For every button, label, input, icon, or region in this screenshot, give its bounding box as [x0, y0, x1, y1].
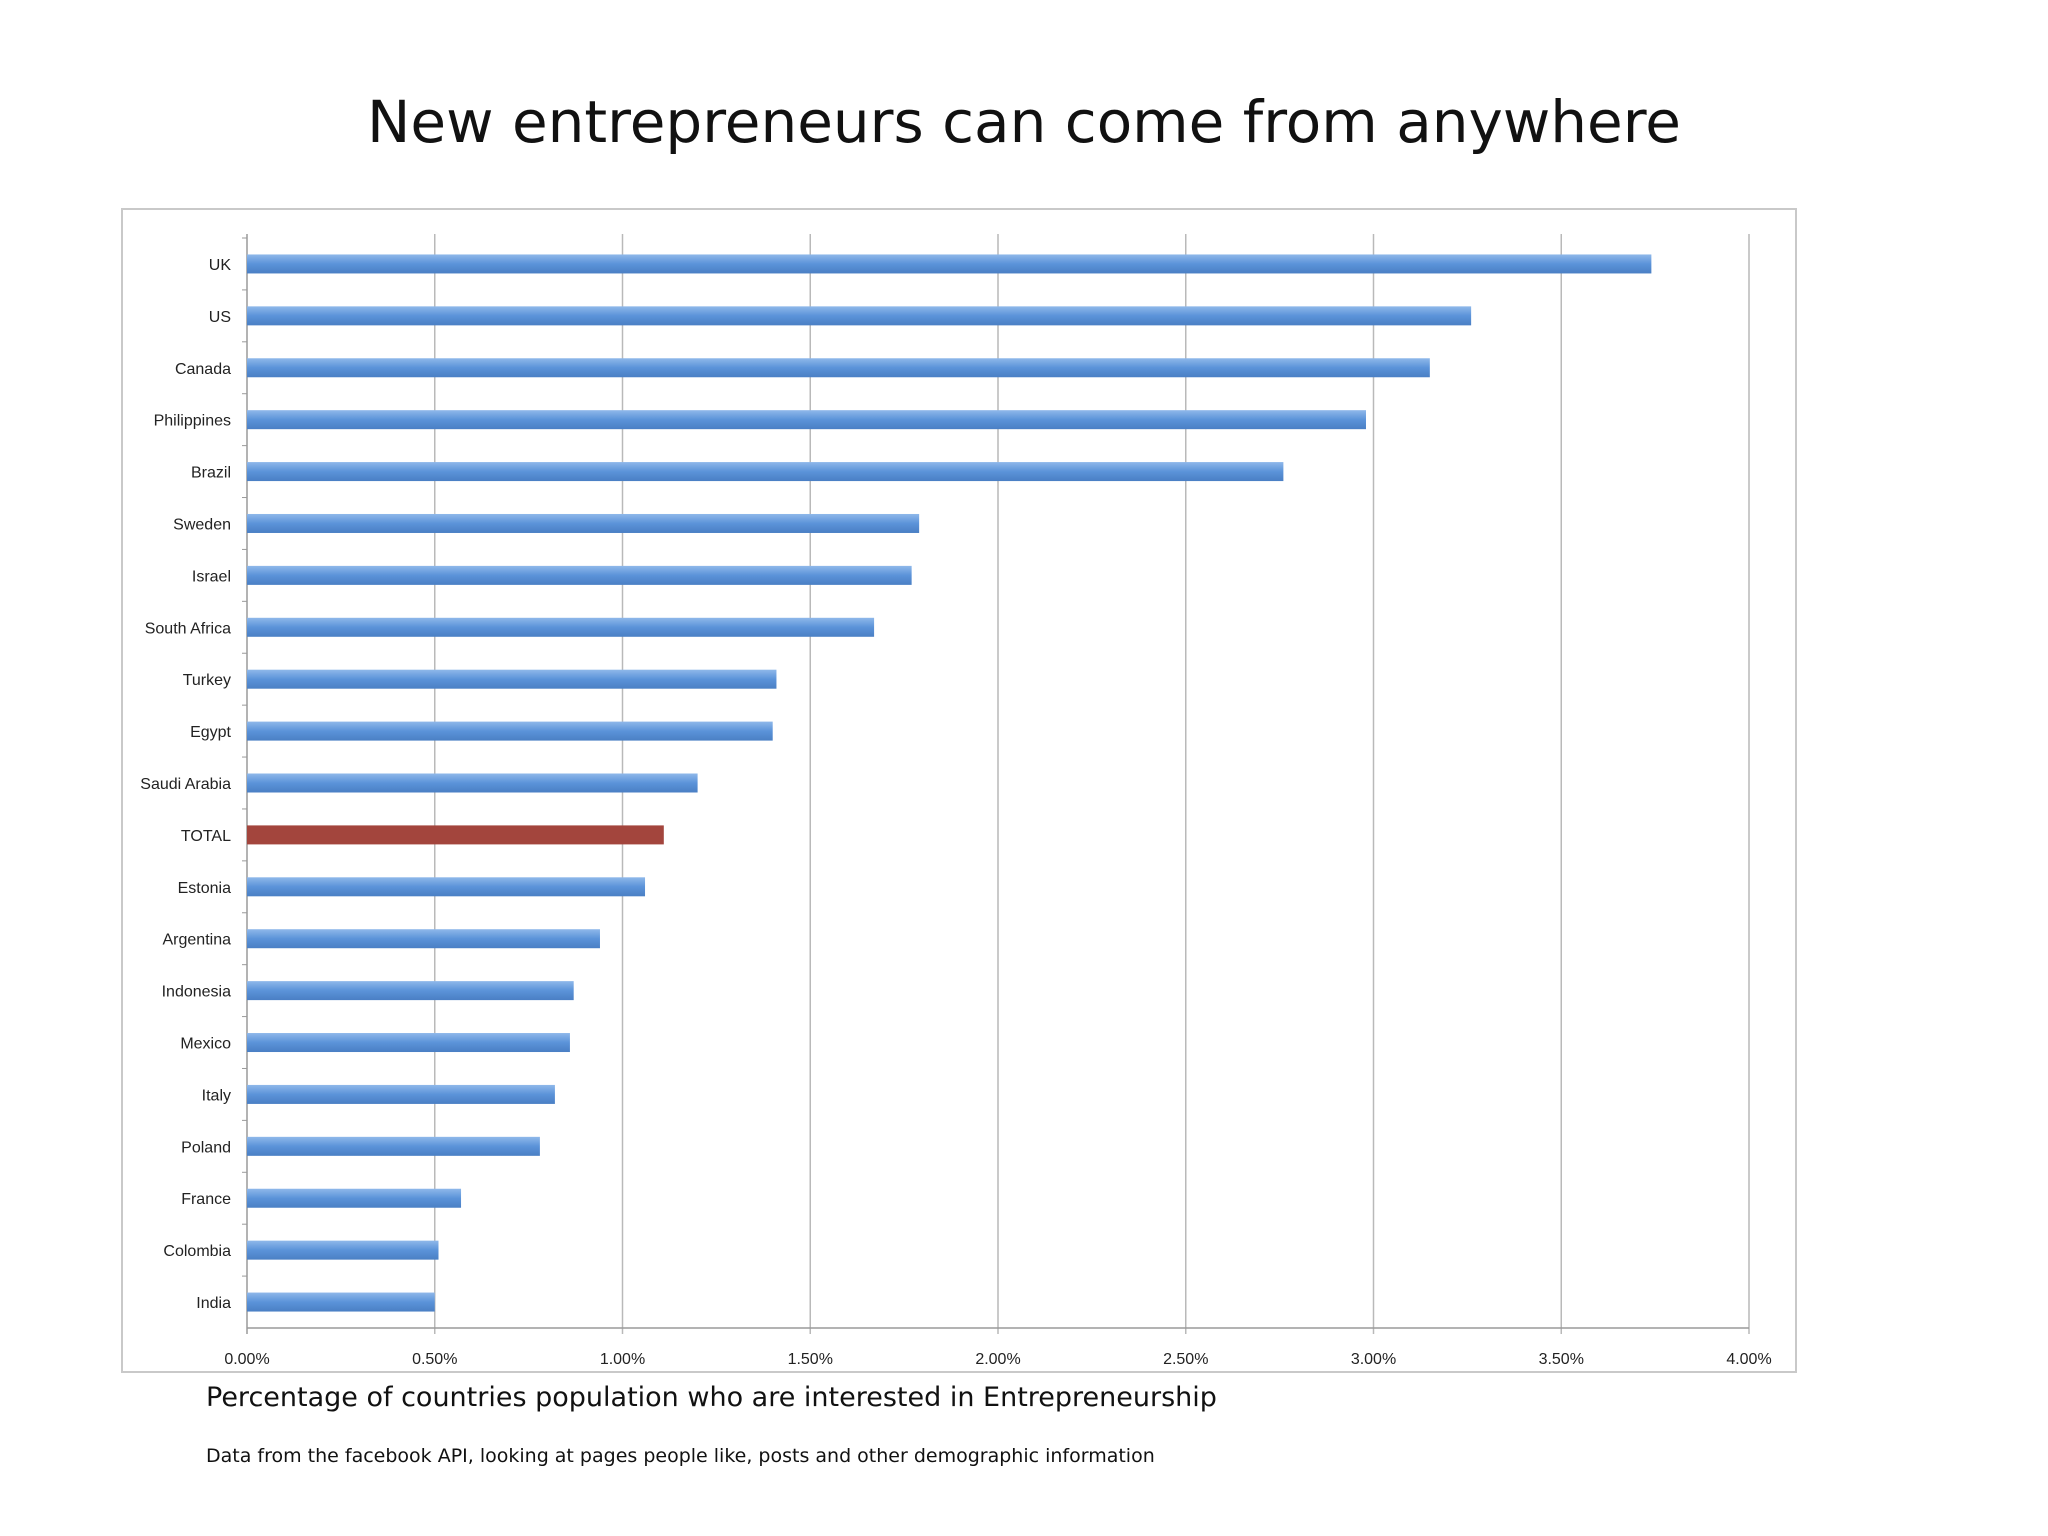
bar-indonesia: [247, 981, 574, 1001]
category-label-sweden: Sweden: [173, 516, 231, 533]
bar-us: [247, 306, 1472, 326]
bar-israel: [247, 565, 912, 585]
bar-brazil: [247, 462, 1284, 482]
x-axis-ticks: 0.00% 0.50% 1.00% 1.50% 2.00% 2.50% 3.00% 3.50%…: [224, 1351, 1771, 1368]
category-label-canada: Canada: [175, 361, 231, 378]
category-label-indonesia: Indonesia: [162, 984, 231, 1001]
x-tick-label: 1.50%: [788, 1351, 833, 1368]
bar-canada: [247, 358, 1430, 378]
category-label-brazil: Brazil: [191, 465, 231, 482]
x-tick-label: 2.00%: [975, 1351, 1020, 1368]
chart-frame: UK US Canada Philippines Brazil Sweden Israel S…: [121, 208, 1797, 1373]
bar-chart: UK US Canada Philippines Brazil Sweden Israel S…: [140, 234, 1772, 1368]
bar-saudi-arabia: [247, 773, 698, 793]
category-label-south-africa: South Africa: [145, 620, 231, 637]
x-tick-label: 3.50%: [1539, 1351, 1584, 1368]
bar-estonia: [247, 877, 646, 897]
category-label-turkey: Turkey: [183, 672, 231, 689]
bar-france: [247, 1188, 462, 1208]
bar-italy: [247, 1084, 555, 1104]
bar-total: [247, 825, 664, 845]
x-tick-label: 0.50%: [412, 1351, 457, 1368]
bar-south-africa: [247, 617, 875, 637]
category-labels: UK US Canada Philippines Brazil Sweden Israel S…: [140, 257, 231, 1312]
category-label-israel: Israel: [192, 568, 231, 585]
bar-turkey: [247, 669, 777, 689]
category-label-france: France: [181, 1191, 231, 1208]
bar-sweden: [247, 513, 920, 533]
category-label-egypt: Egypt: [190, 724, 231, 741]
category-label-mexico: Mexico: [180, 1036, 231, 1053]
bars: [247, 254, 1652, 1312]
x-tick-label: 2.50%: [1163, 1351, 1208, 1368]
category-label-philippines: Philippines: [154, 413, 231, 430]
x-tick-label: 0.00%: [224, 1351, 269, 1368]
bar-india: [247, 1292, 435, 1312]
category-label-italy: Italy: [202, 1087, 231, 1104]
bar-uk: [247, 254, 1652, 274]
category-label-india: India: [196, 1295, 231, 1312]
x-tick-label: 3.00%: [1351, 1351, 1396, 1368]
bar-colombia: [247, 1240, 439, 1260]
bar-egypt: [247, 721, 773, 741]
category-label-poland: Poland: [181, 1139, 231, 1156]
bar-argentina: [247, 929, 600, 949]
bar-mexico: [247, 1033, 570, 1053]
bar-philippines: [247, 410, 1366, 430]
category-label-colombia: Colombia: [163, 1243, 231, 1260]
source-note: Data from the facebook API, looking at p…: [206, 1445, 1155, 1467]
category-label-us: US: [209, 309, 231, 326]
category-label-total: TOTAL: [181, 828, 231, 845]
category-label-estonia: Estonia: [178, 880, 231, 897]
chart-caption: Percentage of countries population who a…: [206, 1382, 1217, 1413]
category-label-uk: UK: [209, 257, 232, 274]
category-label-argentina: Argentina: [163, 932, 232, 949]
x-tick-label: 4.00%: [1726, 1351, 1771, 1368]
category-label-saudi-arabia: Saudi Arabia: [140, 776, 231, 793]
slide-title: New entrepreneurs can come from anywhere: [367, 88, 1681, 156]
x-tick-label: 1.00%: [600, 1351, 645, 1368]
bar-poland: [247, 1136, 540, 1156]
